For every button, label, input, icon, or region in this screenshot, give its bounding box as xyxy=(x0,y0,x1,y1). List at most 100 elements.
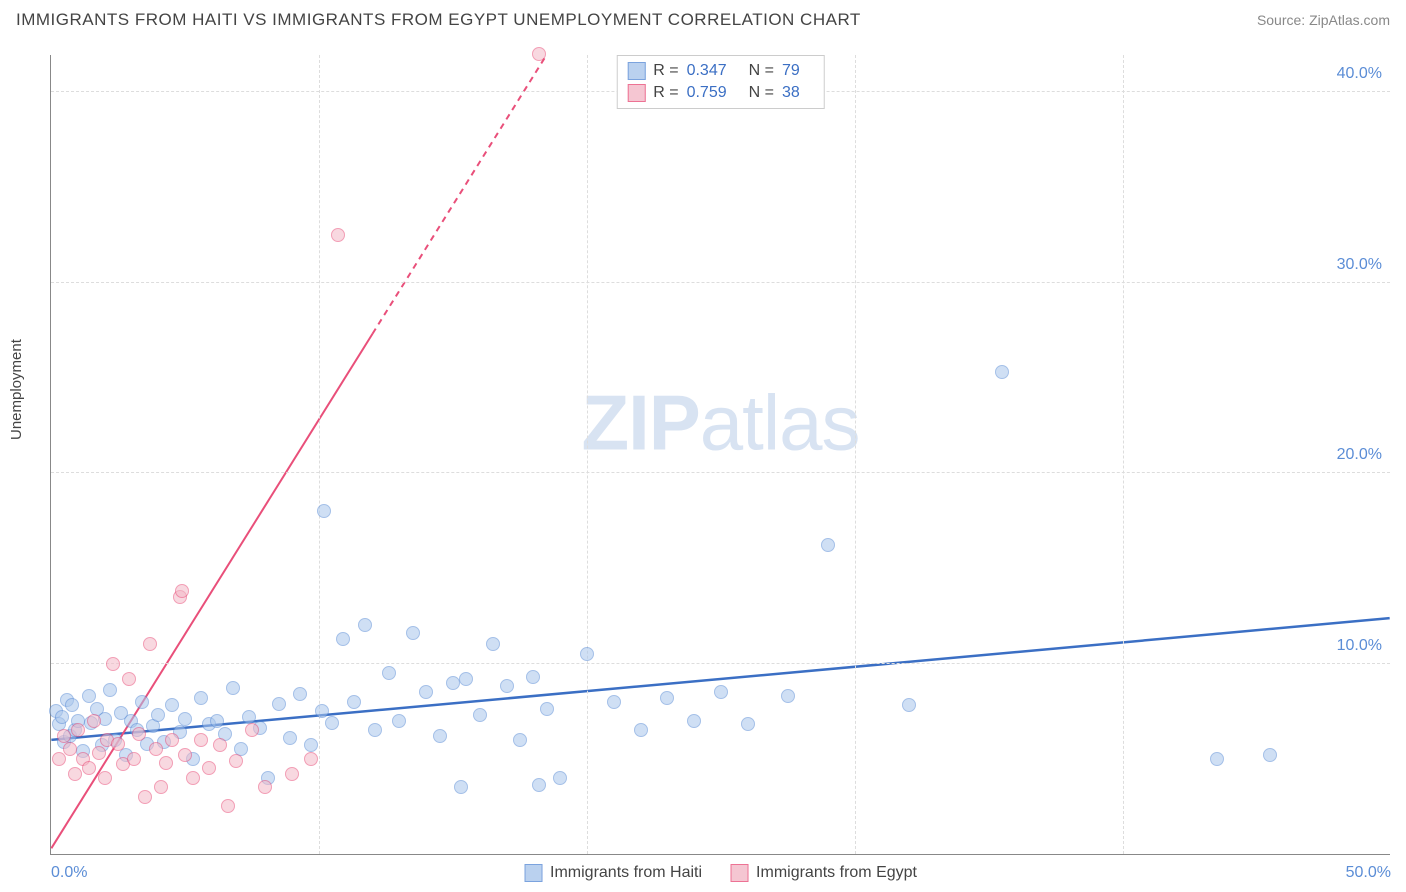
legend-item: Immigrants from Haiti xyxy=(524,864,702,882)
data-point xyxy=(902,698,916,712)
watermark-light: atlas xyxy=(700,378,860,466)
data-point xyxy=(433,729,447,743)
gridline-h xyxy=(51,663,1390,664)
legend-label: Immigrants from Haiti xyxy=(550,864,702,882)
stat-n-label: N = xyxy=(749,84,774,102)
data-point xyxy=(127,752,141,766)
data-point xyxy=(553,771,567,785)
data-point xyxy=(995,365,1009,379)
data-point xyxy=(358,618,372,632)
stat-n-label: N = xyxy=(749,62,774,80)
data-point xyxy=(532,47,546,61)
gridline-v xyxy=(587,55,588,854)
data-point xyxy=(781,689,795,703)
data-point xyxy=(106,657,120,671)
data-point xyxy=(55,710,69,724)
data-point xyxy=(111,737,125,751)
data-point xyxy=(135,695,149,709)
legend-swatch xyxy=(730,864,748,882)
data-point xyxy=(331,228,345,242)
data-point xyxy=(178,748,192,762)
data-point xyxy=(258,780,272,794)
data-point xyxy=(245,723,259,737)
x-tick-label: 50.0% xyxy=(1346,864,1391,882)
data-point xyxy=(159,756,173,770)
data-point xyxy=(210,714,224,728)
data-point xyxy=(607,695,621,709)
data-point xyxy=(154,780,168,794)
data-point xyxy=(57,729,71,743)
stats-legend: R =0.347N =79R =0.759N =38 xyxy=(616,55,825,109)
stat-r-label: R = xyxy=(653,84,678,102)
data-point xyxy=(660,691,674,705)
data-point xyxy=(186,771,200,785)
data-point xyxy=(304,752,318,766)
gridline-h xyxy=(51,472,1390,473)
stat-r-value: 0.347 xyxy=(687,62,727,80)
gridline-v xyxy=(855,55,856,854)
data-point xyxy=(98,771,112,785)
data-point xyxy=(634,723,648,737)
stat-r-value: 0.759 xyxy=(687,84,727,102)
data-point xyxy=(122,672,136,686)
source-label: Source: ZipAtlas.com xyxy=(1257,12,1390,28)
data-point xyxy=(178,712,192,726)
data-point xyxy=(741,717,755,731)
data-point xyxy=(540,702,554,716)
data-point xyxy=(272,697,286,711)
watermark-bold: ZIP xyxy=(581,378,699,466)
data-point xyxy=(71,723,85,737)
data-point xyxy=(1263,748,1277,762)
data-point xyxy=(336,632,350,646)
legend-swatch xyxy=(524,864,542,882)
data-point xyxy=(315,704,329,718)
legend-label: Immigrants from Egypt xyxy=(756,864,917,882)
gridline-h xyxy=(51,282,1390,283)
legend-swatch xyxy=(627,62,645,80)
data-point xyxy=(325,716,339,730)
stats-row: R =0.759N =38 xyxy=(627,82,814,104)
data-point xyxy=(714,685,728,699)
data-point xyxy=(283,731,297,745)
y-tick-label: 30.0% xyxy=(1337,256,1382,274)
data-point xyxy=(347,695,361,709)
data-point xyxy=(103,683,117,697)
data-point xyxy=(221,799,235,813)
data-point xyxy=(1210,752,1224,766)
chart-title: IMMIGRANTS FROM HAITI VS IMMIGRANTS FROM… xyxy=(16,10,861,30)
data-point xyxy=(165,733,179,747)
x-tick-label: 0.0% xyxy=(51,864,87,882)
data-point xyxy=(317,504,331,518)
y-tick-label: 40.0% xyxy=(1337,65,1382,83)
watermark: ZIPatlas xyxy=(581,377,859,468)
data-point xyxy=(392,714,406,728)
data-point xyxy=(175,584,189,598)
data-point xyxy=(229,754,243,768)
data-point xyxy=(138,790,152,804)
data-point xyxy=(406,626,420,640)
data-point xyxy=(454,780,468,794)
bottom-legend: Immigrants from Haiti Immigrants from Egy… xyxy=(524,864,917,882)
data-point xyxy=(82,689,96,703)
data-point xyxy=(486,637,500,651)
data-point xyxy=(65,698,79,712)
data-point xyxy=(226,681,240,695)
data-point xyxy=(821,538,835,552)
y-tick-label: 20.0% xyxy=(1337,446,1382,464)
data-point xyxy=(82,761,96,775)
data-point xyxy=(382,666,396,680)
data-point xyxy=(285,767,299,781)
data-point xyxy=(526,670,540,684)
legend-item: Immigrants from Egypt xyxy=(730,864,917,882)
data-point xyxy=(143,637,157,651)
data-point xyxy=(194,691,208,705)
data-point xyxy=(304,738,318,752)
data-point xyxy=(419,685,433,699)
data-point xyxy=(194,733,208,747)
data-point xyxy=(580,647,594,661)
data-point xyxy=(202,761,216,775)
stat-n-value: 79 xyxy=(782,62,800,80)
data-point xyxy=(532,778,546,792)
y-axis-label: Unemployment xyxy=(8,339,25,440)
data-point xyxy=(149,742,163,756)
